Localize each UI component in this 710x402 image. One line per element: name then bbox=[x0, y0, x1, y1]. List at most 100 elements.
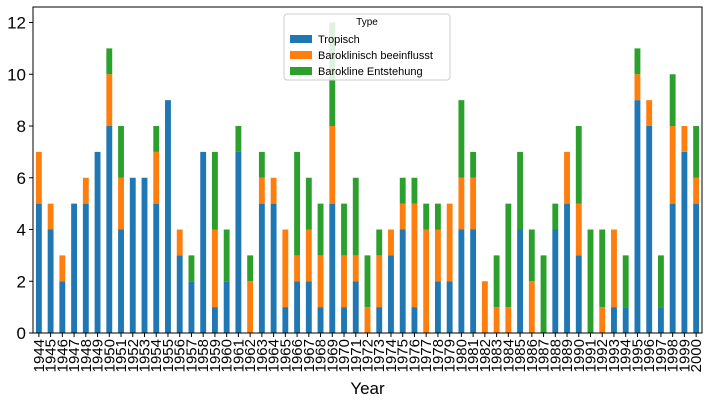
legend-box bbox=[283, 13, 451, 81]
x-tick-label: 1992 bbox=[594, 339, 611, 372]
bar-1989-series-1 bbox=[564, 151, 570, 204]
y-tick-label: 4 bbox=[17, 221, 26, 240]
bar-1968-series-2 bbox=[317, 203, 324, 256]
x-tick-label: 1947 bbox=[66, 339, 83, 372]
bar-1955-series-0 bbox=[165, 100, 171, 334]
bar-1950-series-1 bbox=[106, 74, 113, 127]
bar-1960-series-2 bbox=[223, 229, 230, 282]
bar-1995-series-0 bbox=[634, 100, 641, 334]
x-tick-label: 1945 bbox=[43, 339, 60, 372]
bar-1996-series-0 bbox=[646, 126, 653, 334]
bar-1963-series-0 bbox=[258, 203, 265, 333]
bar-1999-series-0 bbox=[681, 151, 688, 333]
x-tick-label: 1952 bbox=[125, 339, 142, 372]
x-tick-label: 1996 bbox=[641, 339, 658, 372]
bar-1971-series-0 bbox=[352, 281, 359, 333]
bar-1970-series-2 bbox=[341, 203, 347, 256]
bar-1993-series-1 bbox=[611, 229, 617, 308]
bar-1980-series-1 bbox=[458, 177, 465, 230]
bar-1977-series-1 bbox=[423, 229, 430, 333]
bar-1966-series-2 bbox=[294, 151, 301, 256]
bar-1985-series-0 bbox=[517, 229, 524, 333]
bar-1976-series-2 bbox=[411, 177, 418, 204]
bar-1958-series-0 bbox=[200, 151, 207, 333]
bar-1979-series-0 bbox=[446, 281, 453, 333]
bar-1957-series-0 bbox=[188, 281, 195, 333]
bar-1977-series-2 bbox=[423, 203, 430, 230]
legend-items: Tropisch Baroklinisch beeinflusst Baroklin… bbox=[290, 34, 433, 78]
bar-1999-series-1 bbox=[681, 126, 688, 152]
bar-1956-series-0 bbox=[176, 255, 183, 333]
bar-1975-series-2 bbox=[399, 177, 406, 204]
x-tick-label: 1976 bbox=[406, 339, 423, 372]
bar-1949-series-0 bbox=[94, 151, 101, 333]
bar-1946-series-0 bbox=[59, 281, 66, 333]
bar-1945-series-1 bbox=[47, 203, 54, 230]
bar-1960-series-0 bbox=[223, 281, 230, 333]
bar-1985-series-2 bbox=[517, 151, 524, 230]
x-tick-label: 1974 bbox=[383, 339, 400, 372]
bar-1967-series-1 bbox=[305, 229, 312, 282]
bar-1994-series-0 bbox=[622, 307, 629, 333]
x-tick-label: 1987 bbox=[536, 339, 553, 372]
bar-1966-series-0 bbox=[294, 281, 301, 333]
x-tick-label: 1948 bbox=[78, 339, 95, 372]
bar-1973-series-0 bbox=[376, 307, 383, 333]
bar-1982-series-1 bbox=[481, 281, 488, 333]
bar-1944-series-0 bbox=[35, 203, 42, 333]
bar-1989-series-0 bbox=[564, 203, 570, 333]
x-axis-label: Year bbox=[350, 379, 385, 398]
legend-title: Type bbox=[356, 17, 378, 28]
bar-1971-series-2 bbox=[352, 177, 359, 256]
bar-1959-series-0 bbox=[211, 307, 218, 333]
y-tick-label: 6 bbox=[17, 169, 26, 188]
bar-1963-series-1 bbox=[258, 177, 265, 204]
bar-1990-series-1 bbox=[575, 203, 582, 256]
bar-1978-series-2 bbox=[434, 203, 441, 230]
bar-1961-series-0 bbox=[235, 151, 242, 333]
x-tick-label: 1993 bbox=[606, 339, 623, 372]
bar-1944-series-1 bbox=[35, 151, 42, 204]
x-tick-label: 1995 bbox=[629, 339, 646, 372]
x-tick-label: 1946 bbox=[54, 339, 71, 372]
bar-1950-series-2 bbox=[106, 48, 113, 75]
bar-1953-series-0 bbox=[141, 177, 148, 333]
x-tick-label: 1962 bbox=[242, 339, 259, 372]
bar-1959-series-2 bbox=[211, 151, 218, 230]
bar-1954-series-1 bbox=[153, 151, 160, 204]
bar-1954-series-2 bbox=[153, 126, 160, 152]
x-tick-label: 1994 bbox=[618, 339, 635, 372]
bar-1990-series-2 bbox=[575, 126, 582, 204]
x-tick-label: 1984 bbox=[500, 339, 517, 372]
x-tick-label: 1972 bbox=[360, 339, 377, 372]
x-tick-label: 1998 bbox=[665, 339, 682, 372]
bar-1998-series-1 bbox=[669, 126, 676, 204]
bar-1972-series-2 bbox=[364, 255, 371, 308]
bars-layer bbox=[35, 22, 700, 334]
bar-1964-series-0 bbox=[270, 203, 277, 333]
bar-1983-series-1 bbox=[493, 307, 500, 333]
bar-1962-series-2 bbox=[247, 255, 254, 282]
bar-1951-series-0 bbox=[118, 229, 124, 333]
x-tick-label: 1956 bbox=[172, 339, 189, 372]
x-tick-label: 1979 bbox=[442, 339, 459, 372]
legend-label-2: Barokline Entstehung bbox=[318, 66, 423, 78]
bar-1986-series-2 bbox=[528, 229, 535, 282]
bar-1997-series-0 bbox=[657, 307, 664, 333]
y-tick-label: 0 bbox=[17, 324, 26, 343]
bar-1947-series-0 bbox=[71, 203, 78, 333]
y-axis: 0 2 4 6 8 10 12 bbox=[7, 14, 33, 343]
y-tick-label: 2 bbox=[17, 272, 26, 291]
bar-1965-series-0 bbox=[282, 307, 289, 333]
bar-1962-series-1 bbox=[247, 281, 254, 333]
x-tick-label: 1971 bbox=[348, 339, 365, 372]
bar-1986-series-1 bbox=[528, 281, 535, 333]
bar-1992-series-2 bbox=[599, 229, 606, 308]
x-tick-label: 1991 bbox=[583, 339, 600, 372]
bar-1992-series-1 bbox=[599, 307, 606, 333]
x-tick-label: 1959 bbox=[207, 339, 224, 372]
x-tick-label: 1986 bbox=[524, 339, 541, 372]
x-tick-label: 1969 bbox=[324, 339, 341, 372]
x-tick-label: 1965 bbox=[277, 339, 294, 372]
